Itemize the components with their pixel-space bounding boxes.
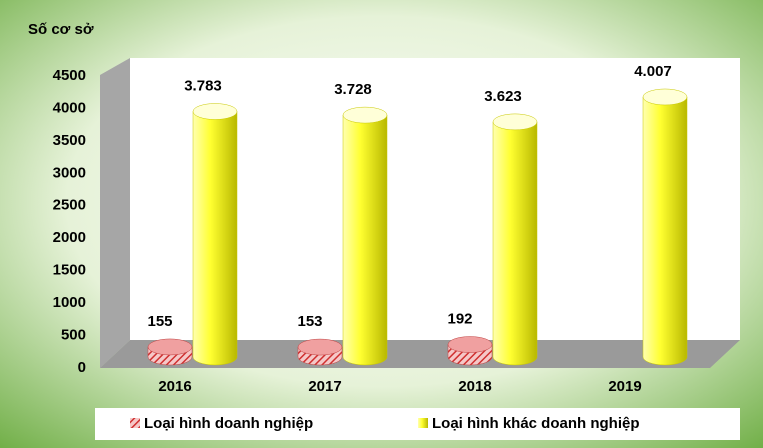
y-tick-label: 1500 xyxy=(53,262,86,279)
x-tick-label: 2019 xyxy=(608,378,641,395)
bar-part xyxy=(642,88,688,106)
bar xyxy=(492,113,538,366)
legend-swatch xyxy=(418,418,428,428)
y-tick-label: 2500 xyxy=(53,197,86,214)
x-tick-label: 2016 xyxy=(158,378,191,395)
bar-part xyxy=(447,336,493,353)
bar xyxy=(642,88,688,366)
bar xyxy=(192,103,238,366)
y-tick-label: 500 xyxy=(61,327,86,344)
legend-label: Loại hình khác doanh nghiệp xyxy=(432,415,640,432)
bar-part xyxy=(342,114,388,366)
side-wall xyxy=(100,58,130,368)
data-label: 3.728 xyxy=(334,81,372,98)
bar-part xyxy=(492,113,538,131)
legend xyxy=(95,408,740,440)
bar-part xyxy=(492,121,538,366)
bar-part xyxy=(342,106,388,124)
y-axis-label: Số cơ sở xyxy=(28,21,94,38)
bar xyxy=(342,106,388,366)
bar-part xyxy=(642,96,688,366)
data-label: 3.623 xyxy=(484,88,522,105)
y-tick-label: 0 xyxy=(78,359,86,376)
x-tick-label: 2017 xyxy=(308,378,341,395)
legend-label: Loại hình doanh nghiệp xyxy=(144,415,313,432)
bar xyxy=(147,338,193,366)
data-label: 3.783 xyxy=(184,77,222,94)
bar-part xyxy=(192,103,238,120)
bar xyxy=(447,336,493,366)
x-tick-label: 2018 xyxy=(458,378,491,395)
bar-part xyxy=(297,338,343,356)
y-tick-label: 2000 xyxy=(53,229,86,246)
y-tick-label: 3000 xyxy=(53,164,86,181)
floor xyxy=(100,340,740,368)
data-label: 192 xyxy=(447,311,472,328)
legend-swatch xyxy=(130,418,140,428)
bar-part xyxy=(147,338,193,356)
bar-part xyxy=(192,111,238,366)
y-tick-label: 1000 xyxy=(53,294,86,311)
back-wall xyxy=(130,58,740,340)
y-tick-label: 4000 xyxy=(53,99,86,116)
bar xyxy=(297,338,343,366)
data-label: 4.007 xyxy=(634,63,672,80)
data-label: 153 xyxy=(297,313,322,330)
data-label: 155 xyxy=(147,313,172,330)
y-tick-label: 3500 xyxy=(53,132,86,149)
y-tick-label: 4500 xyxy=(53,67,86,84)
